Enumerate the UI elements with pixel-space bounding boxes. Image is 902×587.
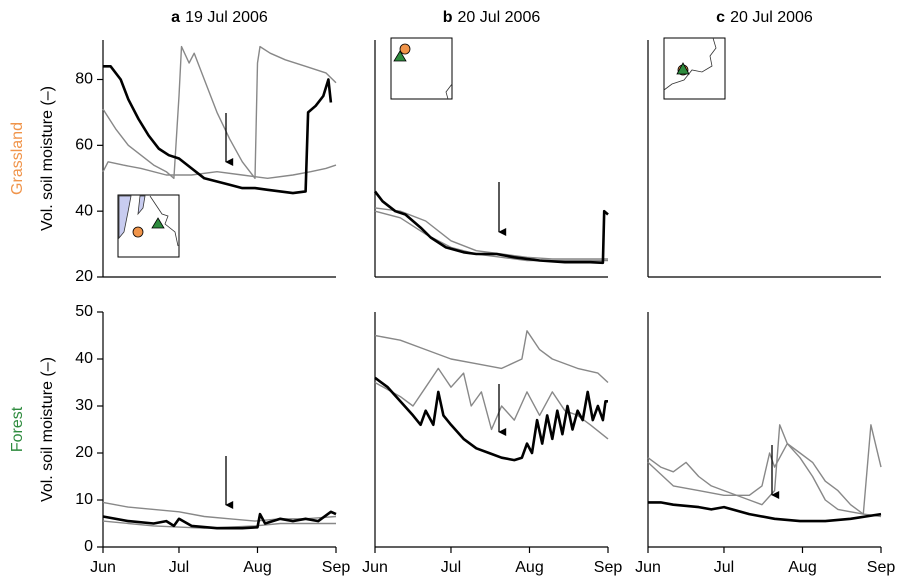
row-label: Grassland xyxy=(9,122,26,195)
x-tick-label: Aug xyxy=(788,559,816,576)
y-tick-label: 80 xyxy=(75,71,93,88)
y-tick-label: 40 xyxy=(75,350,93,367)
data-line xyxy=(374,210,608,262)
inset-map xyxy=(663,37,726,100)
y-tick-label: 0 xyxy=(84,538,93,555)
y-tick-label: 10 xyxy=(75,491,93,508)
x-tick-label: Sep xyxy=(867,559,896,576)
data-line xyxy=(647,424,882,515)
y-tick-label: 50 xyxy=(75,303,93,320)
data-line xyxy=(102,501,337,522)
y-tick-label: 20 xyxy=(75,268,93,285)
data-line xyxy=(647,442,882,518)
panel-date: 20 Jul 2006 xyxy=(458,9,541,26)
data-line xyxy=(374,376,608,462)
inset-maps xyxy=(117,37,726,258)
inset-map xyxy=(117,194,180,258)
data-line xyxy=(102,510,337,530)
panel-letter: a xyxy=(171,9,180,26)
x-tick-label: Jun xyxy=(90,559,116,576)
panel-title: a 19 Jul 2006 xyxy=(171,9,268,26)
data-line xyxy=(102,161,337,179)
x-tick-label: Sep xyxy=(322,559,351,576)
panel-letter: b xyxy=(443,9,453,26)
panel-date: 19 Jul 2006 xyxy=(185,9,268,26)
row-label: Forest xyxy=(9,406,26,452)
data-line xyxy=(373,190,609,265)
y-tick-label: 40 xyxy=(75,202,93,219)
y-tick-label: 30 xyxy=(75,397,93,414)
panel-title: b 20 Jul 2006 xyxy=(443,9,541,26)
data-line xyxy=(648,501,882,523)
y-tick-label: 60 xyxy=(75,137,93,154)
panel-title: c 20 Jul 2006 xyxy=(716,9,813,26)
data-line xyxy=(374,207,608,260)
x-tick-label: Jul xyxy=(169,559,189,576)
x-tick-label: Jul xyxy=(714,559,734,576)
data-line xyxy=(103,65,333,195)
x-tick-label: Aug xyxy=(515,559,543,576)
x-tick-label: Sep xyxy=(594,559,623,576)
data-line xyxy=(374,330,609,384)
y-axis-label: Vol. soil moisture (–) xyxy=(39,357,56,502)
x-tick-label: Jun xyxy=(635,559,661,576)
x-tick-label: Aug xyxy=(243,559,271,576)
panel-date: 20 Jul 2006 xyxy=(730,9,813,26)
data-line xyxy=(102,45,337,179)
x-tick-label: Jul xyxy=(441,559,461,576)
panel-letter: c xyxy=(716,9,725,26)
data-line xyxy=(374,367,609,440)
y-axis-label: Vol. soil moisture (–) xyxy=(39,86,56,231)
y-tick-label: 20 xyxy=(75,444,93,461)
x-tick-label: Jun xyxy=(362,559,388,576)
inset-map xyxy=(390,37,453,100)
